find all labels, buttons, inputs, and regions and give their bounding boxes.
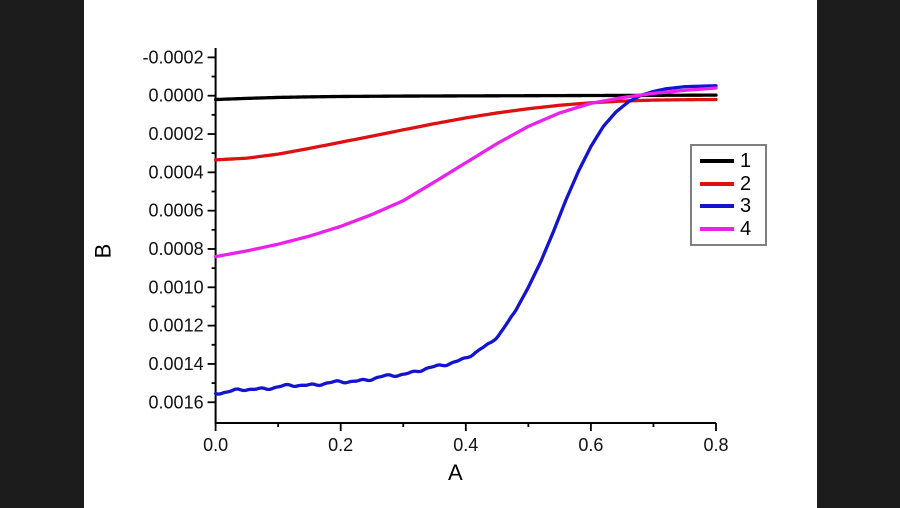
y-axis-title: B xyxy=(90,243,116,259)
curves xyxy=(213,84,718,396)
legend-line-swatch-3 xyxy=(700,204,734,209)
legend-entry-1: 1 xyxy=(700,151,757,171)
series-line-3 xyxy=(213,84,718,396)
y-tick-label: 0.0010 xyxy=(149,277,204,297)
legend-line-swatch-4 xyxy=(700,227,734,232)
x-tick-label: 0.4 xyxy=(453,435,478,455)
legend-entry-4: 4 xyxy=(700,219,757,239)
x-tick-label: 0.8 xyxy=(703,435,728,455)
y-tick-label: -0.0002 xyxy=(143,47,204,67)
y-tick-label: 0.0008 xyxy=(149,239,204,259)
legend-entry-3: 3 xyxy=(700,196,757,216)
x-tick-label: 0.6 xyxy=(578,435,603,455)
legend-entry-2: 2 xyxy=(700,174,757,194)
series-line-2 xyxy=(213,97,718,162)
axes: -0.0002 0.0000 0.0002 0.0004 0.0006 0.0008 0.0… xyxy=(143,47,729,455)
y-tick-label: 0.0000 xyxy=(149,86,204,106)
x-tick-label: 0.2 xyxy=(328,435,353,455)
y-tick-label: 0.0002 xyxy=(149,124,204,144)
y-tick-label: 0.0006 xyxy=(149,201,204,221)
x-tick-label: 0.0 xyxy=(203,435,228,455)
legend-label-3: 3 xyxy=(740,195,752,218)
y-tick-label: 0.0014 xyxy=(149,354,204,374)
legend-label-4: 4 xyxy=(740,218,752,241)
legend-line-swatch-2 xyxy=(700,181,734,186)
letterbox-left xyxy=(0,0,84,508)
letterbox-right xyxy=(817,0,900,508)
axis-spines xyxy=(214,48,716,424)
series-line-4 xyxy=(213,86,718,259)
x-axis-title: A xyxy=(448,460,463,485)
legend-line-swatch-1 xyxy=(700,158,734,163)
legend-label-1: 1 xyxy=(740,149,752,172)
y-tick-label: 0.0004 xyxy=(149,162,204,182)
y-tick-label: 0.0012 xyxy=(149,316,204,336)
y-tick-label: 0.0016 xyxy=(149,392,204,412)
legend-label-2: 2 xyxy=(740,172,752,195)
